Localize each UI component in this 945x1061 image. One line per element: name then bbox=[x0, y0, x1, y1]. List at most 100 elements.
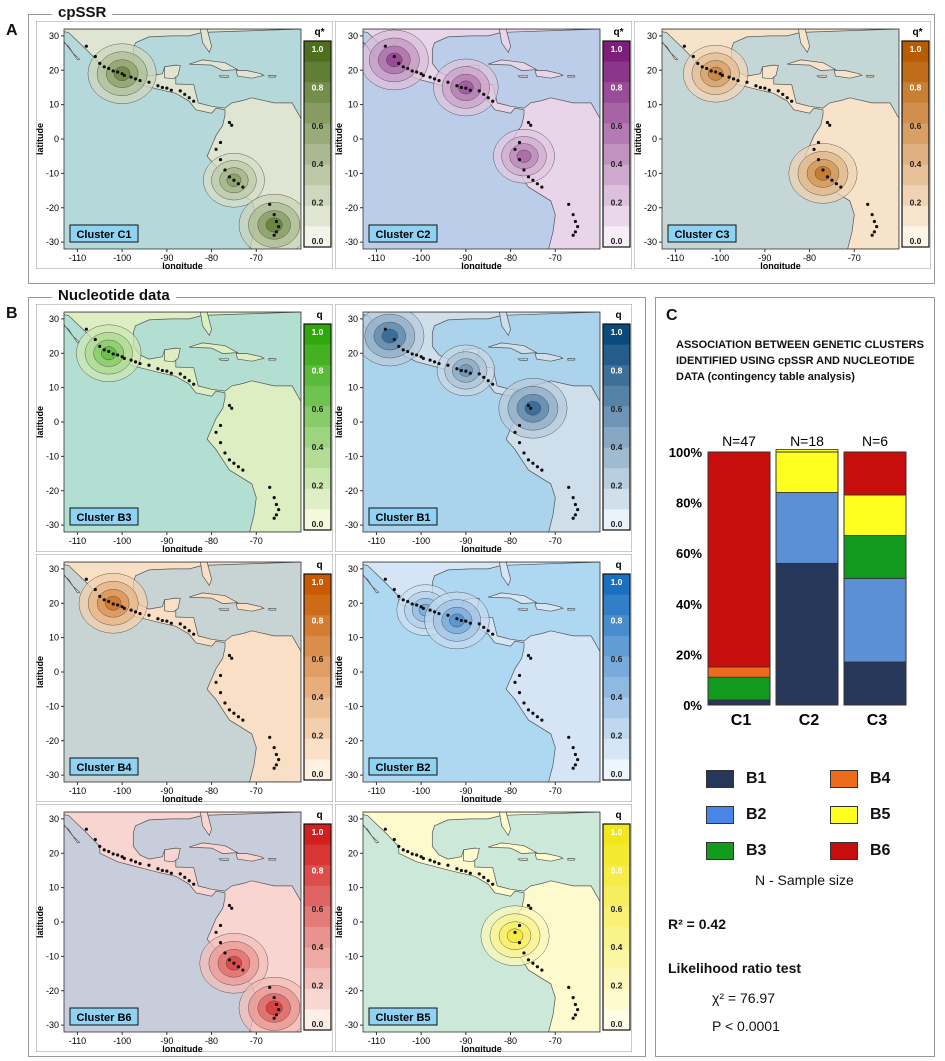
sample-point bbox=[432, 77, 437, 81]
y-tick-label: -10 bbox=[345, 951, 358, 961]
sample-point bbox=[419, 855, 423, 859]
sample-point bbox=[437, 361, 441, 366]
scale-tick-label: 0.8 bbox=[312, 365, 324, 375]
scale-band bbox=[603, 385, 630, 407]
y-tick-label: 20 bbox=[49, 848, 59, 858]
sample-point bbox=[415, 853, 419, 857]
scale-band bbox=[603, 1009, 630, 1031]
sample-point bbox=[129, 858, 133, 862]
y-tick-label: -20 bbox=[644, 203, 657, 213]
landmass bbox=[218, 75, 230, 78]
sample-point bbox=[277, 508, 281, 512]
sample-point bbox=[535, 715, 539, 719]
scale-band bbox=[304, 885, 331, 907]
sample-point bbox=[573, 230, 578, 234]
scale-band bbox=[603, 123, 630, 145]
sample-point bbox=[230, 406, 234, 410]
scale-band bbox=[902, 226, 929, 248]
scale-tick-label: 0.8 bbox=[312, 82, 324, 92]
sample-point bbox=[272, 766, 276, 770]
sample-point bbox=[147, 863, 151, 867]
frame-section-a bbox=[28, 14, 935, 284]
contingency-chart: 100% 80% 60% 40% 20% 0% N=47 C1 N=18 C2 N=6 C3 bbox=[660, 430, 930, 740]
panel-letter-a: A bbox=[6, 22, 18, 39]
y-tick-label: -10 bbox=[46, 701, 59, 711]
sample-point bbox=[129, 358, 133, 362]
scale-band bbox=[304, 468, 331, 490]
sample-point bbox=[223, 451, 227, 455]
x-tick-label: -100 bbox=[412, 786, 430, 796]
sample-point bbox=[397, 844, 401, 848]
frame-section-b bbox=[28, 297, 646, 1057]
scale-border bbox=[602, 823, 631, 1031]
sample-point bbox=[758, 85, 762, 90]
sample-point bbox=[576, 225, 580, 229]
scale-tick-label: 0.6 bbox=[312, 404, 324, 414]
scale-header: q bbox=[316, 560, 322, 571]
scale-tick-label: 0.0 bbox=[611, 236, 623, 246]
y-tick-label: -30 bbox=[345, 520, 358, 530]
scale-band bbox=[603, 697, 630, 719]
sample-point bbox=[482, 92, 486, 96]
sample-point bbox=[107, 849, 111, 854]
scale-tick-label: 0.8 bbox=[611, 865, 623, 875]
x-tick-label: -110 bbox=[69, 786, 86, 796]
scale-band bbox=[304, 906, 331, 928]
sample-point bbox=[567, 202, 571, 206]
sample-point bbox=[236, 182, 240, 186]
sample-point bbox=[165, 869, 169, 873]
sample-point bbox=[526, 708, 531, 712]
bar-segment-b6-c1 bbox=[707, 451, 771, 668]
sample-point bbox=[573, 513, 578, 517]
y-tick-label: 10 bbox=[348, 383, 358, 393]
x-tick-label: -100 bbox=[113, 536, 131, 546]
scale-border bbox=[303, 40, 332, 248]
scale-tick-label: 0.8 bbox=[611, 82, 623, 92]
scale-tick-label: 0.4 bbox=[611, 442, 623, 452]
scale-band bbox=[304, 144, 331, 166]
sample-point bbox=[428, 608, 432, 612]
landmass bbox=[218, 358, 230, 361]
sample-point bbox=[482, 875, 486, 879]
scale-header: q* bbox=[315, 27, 325, 38]
x-axis-label: longitude bbox=[162, 794, 203, 802]
sample-point bbox=[277, 758, 281, 762]
sample-point bbox=[272, 233, 276, 237]
sample-point bbox=[834, 182, 838, 186]
sample-point bbox=[236, 965, 240, 969]
scale-tick-label: 0.8 bbox=[312, 615, 324, 625]
cluster-label-box bbox=[368, 1007, 438, 1026]
y-axis-label: latitude bbox=[36, 123, 45, 155]
contour-0 bbox=[506, 928, 524, 943]
scale-band bbox=[603, 824, 630, 846]
scale-band bbox=[304, 509, 331, 531]
chi-square: χ² = 76.97 bbox=[712, 990, 775, 1006]
scale-band bbox=[304, 61, 331, 83]
sample-point bbox=[120, 605, 124, 609]
cluster-label: Cluster C3 bbox=[674, 229, 729, 241]
y-tick-label: 20 bbox=[348, 848, 358, 858]
landmass bbox=[268, 75, 277, 78]
sample-point bbox=[397, 594, 401, 598]
landmass bbox=[488, 592, 538, 604]
sample-point bbox=[218, 423, 223, 428]
scale-band bbox=[603, 635, 630, 657]
scale-tick-label: 0.8 bbox=[910, 82, 922, 92]
legend-item-b3: B3 bbox=[706, 842, 766, 860]
sample-point bbox=[107, 349, 111, 354]
sample-point bbox=[468, 621, 472, 625]
sample-point bbox=[183, 92, 187, 96]
sample-point bbox=[397, 61, 401, 65]
sample-point bbox=[700, 65, 704, 69]
sample-point bbox=[491, 382, 495, 386]
y-tick-label: 10 bbox=[348, 633, 358, 643]
scale-band bbox=[603, 718, 630, 740]
landmass bbox=[363, 812, 600, 1032]
y-tick-label: 0 bbox=[54, 417, 59, 427]
scale-band bbox=[304, 102, 331, 124]
sample-point bbox=[727, 75, 731, 79]
sample-point bbox=[274, 219, 279, 224]
map-svg: -110 -100 -90 -80 -70 longitude 30 20 10 0 -10 -20 -… bbox=[335, 554, 632, 802]
sample-point bbox=[165, 86, 169, 90]
y-tick-label: 0 bbox=[54, 667, 59, 677]
